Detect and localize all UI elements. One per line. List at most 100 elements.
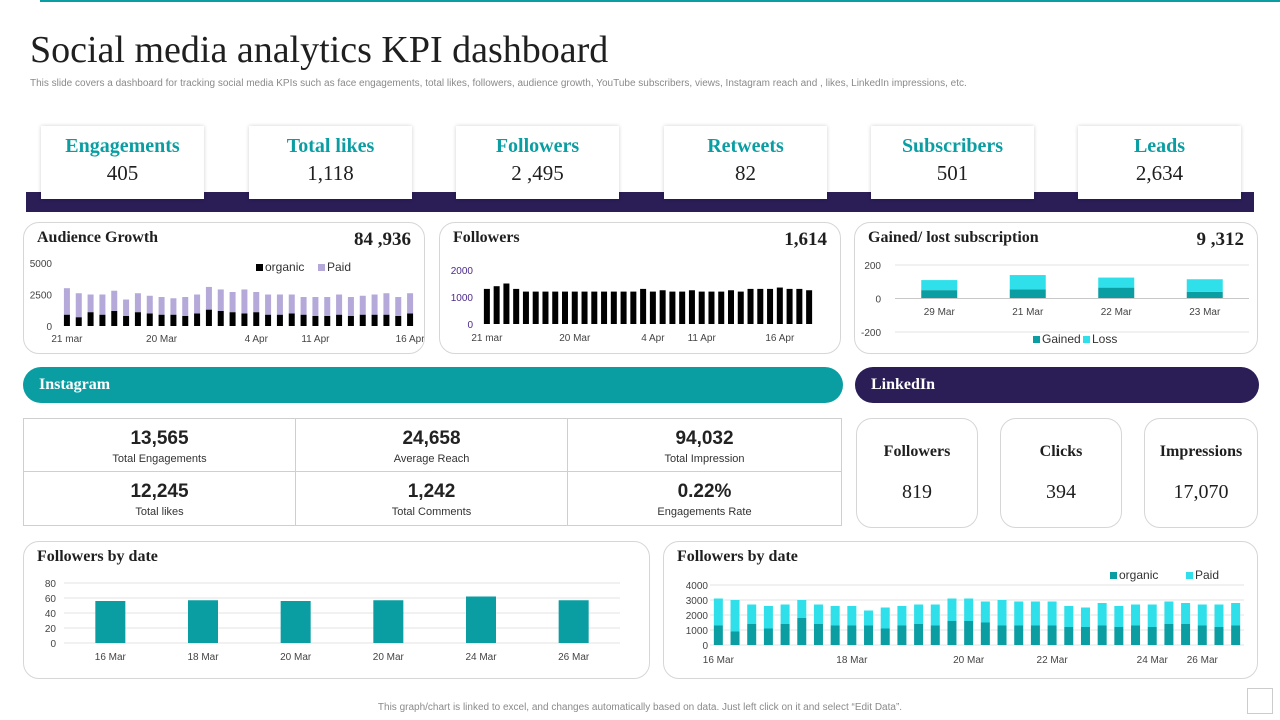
instagram-header: Instagram (23, 367, 843, 403)
bar-organic (1097, 625, 1107, 645)
bar-organic (1181, 624, 1191, 645)
bar-followers (747, 288, 754, 324)
metric-label: Total likes (135, 506, 184, 518)
bar-followers (767, 288, 774, 324)
bar-paid (1097, 603, 1107, 626)
bar-followers (532, 291, 539, 324)
bar-organic (347, 315, 354, 326)
bar-paid (1064, 606, 1074, 627)
bar-paid (383, 293, 390, 315)
bar-organic (930, 625, 940, 645)
bar-followers (558, 600, 589, 643)
bar-organic (1197, 625, 1207, 645)
bar-followers (552, 291, 559, 324)
kpi-value: 501 (936, 161, 969, 185)
bar-paid (253, 291, 260, 313)
legend-label: Gained (1042, 332, 1081, 346)
x-tick-label: 24 Mar (1137, 655, 1169, 666)
y-tick-label: -200 (861, 328, 881, 339)
x-tick-label: 16 Mar (95, 652, 127, 663)
y-tick-label: 80 (45, 579, 57, 590)
bar-paid (1131, 604, 1141, 626)
bar-organic (170, 314, 177, 326)
bar-paid (194, 294, 201, 314)
bar-organic (312, 315, 319, 326)
bar-paid (830, 606, 840, 626)
kpi-total-likes: Total likes 1,118 (249, 126, 412, 199)
footer-note: This graph/chart is linked to excel, and… (377, 702, 903, 713)
bar-paid (1014, 601, 1024, 626)
x-tick-label: 4 Apr (245, 334, 269, 345)
bar-followers (708, 291, 715, 324)
legend-label: organic (265, 260, 304, 274)
bar-organic (1030, 625, 1040, 645)
bar-followers (95, 601, 126, 643)
bar-organic (63, 314, 70, 326)
bar-organic (265, 314, 272, 326)
instagram-metrics-table: 13,565 Total Engagements 24,658 Average … (23, 418, 842, 526)
x-tick-label: 20 Mar (373, 652, 405, 663)
audience-growth-card: Audience Growth 84 ,936 0 2500 5000 21 mar 2… (23, 222, 425, 354)
bar-organic (253, 312, 260, 326)
gained-lost-card: Gained/ lost subscription 9 ,312 -200 0 20… (854, 222, 1258, 354)
bar-paid (146, 295, 153, 314)
x-tick-label: 22 Mar (1037, 655, 1069, 666)
bar-organic (847, 625, 857, 645)
card-title: Followers by date (677, 548, 798, 565)
legend-swatch (318, 264, 325, 271)
legend-label: Paid (1195, 568, 1219, 582)
metric-label: Clicks (1039, 443, 1083, 460)
bar-followers (581, 291, 588, 324)
kpi-leads: Leads 2,634 (1078, 126, 1241, 199)
bar-paid (123, 299, 130, 316)
bar-followers (503, 283, 510, 324)
bar-organic (1114, 627, 1124, 645)
legend-swatch (1033, 336, 1040, 343)
bar-paid (170, 298, 177, 315)
bar-organic (897, 625, 907, 645)
kpi-value: 1,118 (307, 161, 354, 185)
bar-followers (483, 288, 490, 324)
bar-followers (688, 290, 695, 324)
ig-total-impression: 94,032 Total Impression (568, 419, 841, 472)
y-tick-label: 4000 (686, 581, 709, 592)
ig-total-comments: 1,242 Total Comments (296, 472, 568, 525)
bar-organic (1064, 627, 1074, 645)
bar-followers (630, 291, 637, 324)
ig-total-engagements: 13,565 Total Engagements (24, 419, 296, 472)
bar-paid (371, 294, 378, 315)
card-value: 1,614 (784, 229, 827, 250)
bar-followers (280, 601, 311, 643)
y-tick-label: 20 (45, 624, 57, 635)
y-tick-label: 0 (46, 322, 52, 333)
bar-loss (1186, 279, 1223, 292)
ig-average-reach: 24,658 Average Reach (296, 419, 568, 472)
kpi-retweets: Retweets 82 (664, 126, 827, 199)
bar-followers (620, 291, 627, 324)
bar-followers (562, 291, 568, 324)
legend-label: Loss (1092, 332, 1117, 346)
bar-paid (980, 601, 990, 623)
bar-followers (737, 291, 744, 324)
x-tick-label: 16 Mar (703, 655, 735, 666)
x-tick-label: 20 Mar (146, 334, 178, 345)
y-tick-label: 2000 (451, 266, 474, 277)
bar-paid (324, 297, 331, 316)
bar-paid (713, 598, 723, 626)
bar-paid (75, 293, 82, 318)
metric-value: 94,032 (675, 428, 734, 449)
bar-followers (610, 291, 617, 324)
x-tick-label: 29 Mar (924, 307, 956, 318)
kpi-followers: Followers 2 ,495 (456, 126, 619, 199)
followers-chart: 0 1000 2000 21 mar 20 Mar 4 Apr 11 Apr 16 Apr (451, 266, 813, 344)
gained-lost-chart: -200 0 200 29 Mar 21 Mar 22 Mar 23 Mar Gained Lo… (861, 261, 1249, 346)
x-tick-label: 11 Apr (688, 333, 717, 344)
bar-paid (134, 293, 141, 313)
bar-paid (1030, 601, 1040, 626)
y-tick-label: 3000 (686, 596, 709, 607)
metric-value: 394 (1046, 481, 1076, 503)
legend-swatch (256, 264, 263, 271)
y-tick-label: 2500 (30, 291, 53, 302)
followers-by-date-chart-1: 0 20 40 60 80 16 Mar 18 Mar 20 Mar 20 Mar 24 Mar 2… (45, 579, 620, 663)
bar-organic (1080, 627, 1090, 645)
